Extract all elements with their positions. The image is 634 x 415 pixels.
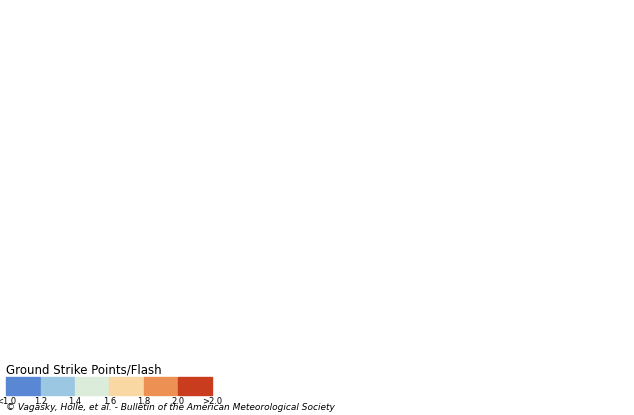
Text: >2.0: >2.0 bbox=[202, 398, 223, 406]
Bar bbox=[109, 378, 143, 395]
Bar bbox=[178, 378, 212, 395]
Text: 1.8: 1.8 bbox=[137, 398, 150, 406]
Bar bbox=[6, 378, 40, 395]
Text: 1.4: 1.4 bbox=[68, 398, 82, 406]
Bar bbox=[144, 378, 178, 395]
Text: Ground Strike Points/Flash: Ground Strike Points/Flash bbox=[6, 363, 162, 376]
Text: 1.2: 1.2 bbox=[34, 398, 47, 406]
Text: 1.6: 1.6 bbox=[103, 398, 116, 406]
Text: © Vagasky, Holle, et al. - Bulletin of the American Meteorological Society: © Vagasky, Holle, et al. - Bulletin of t… bbox=[6, 403, 335, 412]
Text: 2.0: 2.0 bbox=[171, 398, 184, 406]
Text: <1.0: <1.0 bbox=[0, 398, 16, 406]
Bar bbox=[41, 378, 74, 395]
Bar bbox=[75, 378, 109, 395]
